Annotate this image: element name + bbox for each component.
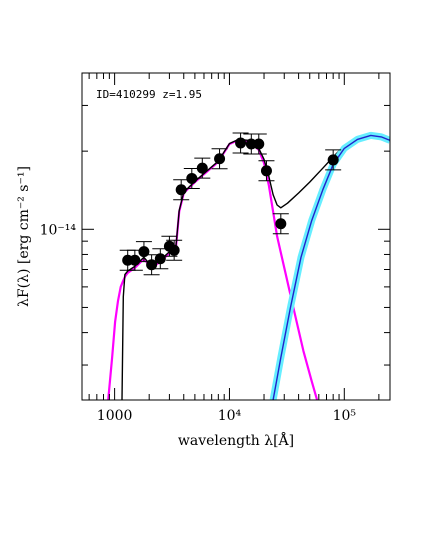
series-line-2 bbox=[121, 133, 390, 400]
y-axis-label: λF(λ) [erg cm⁻² s⁻¹] bbox=[16, 166, 32, 307]
data-point bbox=[166, 239, 183, 261]
data-point-marker bbox=[260, 165, 272, 177]
plot-frame bbox=[81, 72, 391, 401]
data-point bbox=[211, 148, 228, 170]
data-point-marker bbox=[196, 162, 208, 174]
data-point bbox=[173, 179, 190, 201]
series-band-3 bbox=[269, 131, 390, 400]
data-point-marker bbox=[175, 184, 187, 196]
series-line-3 bbox=[272, 134, 390, 400]
x-tick-label: 10⁵ bbox=[333, 408, 357, 424]
data-point-marker bbox=[275, 218, 287, 230]
x-tick-label: 10⁴ bbox=[218, 408, 242, 424]
y-tick-label: 10⁻¹⁴ bbox=[40, 222, 77, 238]
data-point-marker bbox=[186, 172, 198, 184]
x-axis-label: wavelength λ[Å] bbox=[178, 431, 294, 449]
data-point bbox=[126, 249, 143, 271]
data-point-marker bbox=[235, 137, 247, 149]
axis-ticks bbox=[82, 72, 390, 400]
data-point bbox=[194, 157, 211, 179]
data-point bbox=[325, 149, 342, 171]
data-point bbox=[272, 213, 289, 235]
data-point-marker bbox=[129, 254, 141, 266]
data-point bbox=[232, 132, 249, 154]
data-points bbox=[119, 132, 342, 276]
data-point-marker bbox=[146, 259, 158, 271]
data-point bbox=[143, 254, 160, 276]
data-point-marker bbox=[327, 154, 339, 166]
data-point-marker bbox=[253, 138, 265, 150]
data-point bbox=[161, 235, 178, 257]
data-point bbox=[250, 133, 267, 155]
data-point bbox=[258, 160, 275, 182]
data-point-marker bbox=[138, 246, 150, 258]
data-point-marker bbox=[168, 244, 180, 256]
data-point-marker bbox=[154, 253, 166, 265]
data-point-marker bbox=[214, 153, 226, 165]
tick-labels: 1000 10⁴ 10⁵ 10⁻¹⁴ bbox=[40, 222, 357, 424]
chart-annotation: ID=410299 z=1.95 bbox=[96, 88, 202, 101]
x-tick-label: 1000 bbox=[97, 408, 133, 424]
